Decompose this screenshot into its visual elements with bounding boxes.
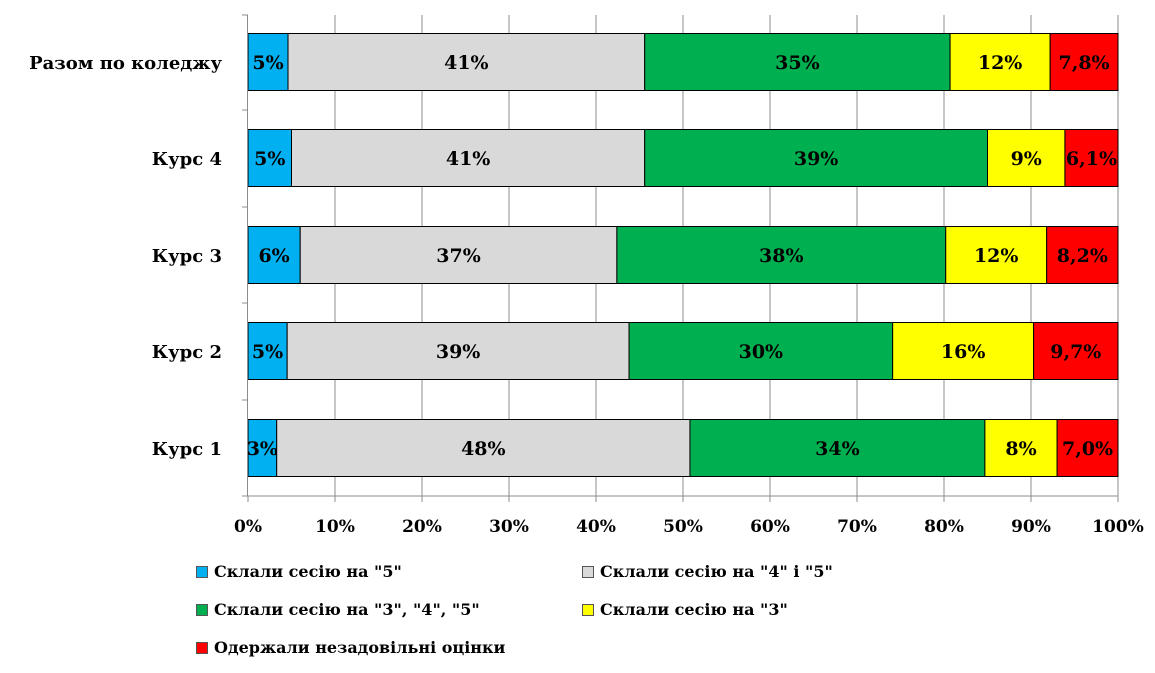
legend-item: Склали сесію на "3", "4", "5" xyxy=(196,600,480,619)
legend-label: Склали сесію на "5" xyxy=(214,562,402,581)
data-label: 9% xyxy=(1011,148,1042,170)
data-label: 5% xyxy=(252,52,283,74)
bar-segment xyxy=(276,419,691,477)
data-label: 38% xyxy=(759,245,804,267)
bar-segment xyxy=(984,419,1058,477)
x-tick-label: 60% xyxy=(750,517,790,537)
x-tick-label: 40% xyxy=(576,517,616,537)
legend-label: Одержали незадовільні оцінки xyxy=(214,638,506,657)
category-label: Курс 1 xyxy=(152,439,222,460)
bar-segment xyxy=(1049,33,1119,91)
data-label: 34% xyxy=(815,438,860,460)
bar-segment xyxy=(286,322,630,380)
bar-segment xyxy=(247,322,288,380)
bar-segment xyxy=(689,419,986,477)
legend-item: Склали сесію на "4" і "5" xyxy=(582,562,833,581)
bar-segment xyxy=(247,419,278,477)
data-label: 12% xyxy=(974,245,1019,267)
x-tick-label: 90% xyxy=(1011,517,1051,537)
bar-segment xyxy=(628,322,894,380)
legend-swatch xyxy=(196,565,208,578)
x-tick-label: 20% xyxy=(402,517,442,537)
data-label: 3% xyxy=(247,438,278,460)
bar-segment xyxy=(644,129,988,187)
legend-swatch xyxy=(196,603,208,616)
bar-segment xyxy=(892,322,1035,380)
bar-segment xyxy=(247,226,301,284)
legend-label: Склали сесію на "4" і "5" xyxy=(600,562,833,581)
category-label: Курс 2 xyxy=(152,342,222,363)
data-label: 6% xyxy=(258,245,289,267)
data-label: 8,2% xyxy=(1057,245,1108,267)
legend-swatch xyxy=(582,565,594,578)
legend: Склали сесію на "5" Склали сесію на "4" і… xyxy=(196,562,1096,662)
stacked-bar-chart: 5% 41% 35% 12% 7,8% 5% 41% 39% 9% 6,1% 6% 37% 38% 12%… xyxy=(29,14,1144,537)
data-label: 7,8% xyxy=(1059,52,1110,74)
bar-segment xyxy=(1046,226,1119,284)
x-tick-label: 0% xyxy=(234,517,262,537)
bar-segment xyxy=(1033,322,1119,380)
x-tick-label: 30% xyxy=(489,517,529,537)
data-label: 5% xyxy=(254,148,285,170)
category-labels: Разом по коледжу Курс 4 Курс 3 Курс 2 Курс 1 xyxy=(29,53,222,460)
data-label: 39% xyxy=(794,148,839,170)
category-label: Разом по коледжу xyxy=(29,53,222,74)
legend-label: Склали сесію на "3" xyxy=(600,600,788,619)
bar-segment xyxy=(299,226,618,284)
x-tick-label: 100% xyxy=(1092,517,1144,537)
data-label: 12% xyxy=(978,52,1023,74)
data-label: 5% xyxy=(252,341,283,363)
data-label: 35% xyxy=(775,52,820,74)
bar-segment xyxy=(1064,129,1119,187)
bar-segment xyxy=(945,226,1048,284)
x-tick-label: 10% xyxy=(315,517,355,537)
legend-item: Склали сесію на "5" xyxy=(196,562,402,581)
x-tick-label: 50% xyxy=(663,517,703,537)
data-label: 30% xyxy=(739,341,784,363)
legend-swatch xyxy=(582,603,594,616)
data-label: 41% xyxy=(446,148,491,170)
data-label: 16% xyxy=(941,341,986,363)
data-label: 37% xyxy=(436,245,481,267)
category-label: Курс 3 xyxy=(152,246,222,267)
bars: 5% 41% 35% 12% 7,8% 5% 41% 39% 9% 6,1% 6% 37% 38% 12%… xyxy=(247,33,1119,477)
bar-segment xyxy=(247,129,292,187)
data-label: 9,7% xyxy=(1050,341,1101,363)
bar-segment xyxy=(949,33,1051,91)
data-label: 7,0% xyxy=(1062,438,1113,460)
bar-segment xyxy=(616,226,947,284)
data-label: 6,1% xyxy=(1066,148,1117,170)
legend-label: Склали сесію на "3", "4", "5" xyxy=(214,600,480,619)
data-label: 8% xyxy=(1005,438,1036,460)
data-label: 48% xyxy=(461,438,506,460)
bar-segment xyxy=(987,129,1066,187)
legend-item: Склали сесію на "3" xyxy=(582,600,788,619)
legend-item: Одержали незадовільні оцінки xyxy=(196,638,505,657)
bar-segment xyxy=(1056,419,1119,477)
x-tick-labels: 0% 10% 20% 30% 40% 50% 60% 70% 80% 90% 100% xyxy=(234,517,1144,537)
data-label: 41% xyxy=(444,52,489,74)
x-tick-label: 80% xyxy=(924,517,964,537)
legend-swatch xyxy=(196,641,208,654)
data-label: 39% xyxy=(436,341,481,363)
axes xyxy=(242,14,1118,497)
bar-segment xyxy=(644,33,951,91)
category-label: Курс 4 xyxy=(152,149,222,170)
x-tick-label: 70% xyxy=(837,517,877,537)
